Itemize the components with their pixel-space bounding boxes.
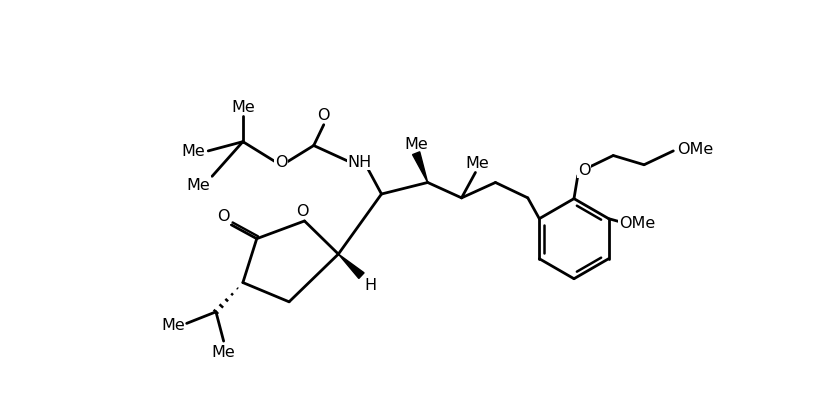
Text: Me: Me xyxy=(465,156,489,171)
Text: NH: NH xyxy=(348,155,372,170)
Text: Me: Me xyxy=(161,317,185,332)
Text: OMe: OMe xyxy=(676,142,713,157)
Text: O: O xyxy=(217,209,230,224)
Text: Me: Me xyxy=(212,345,236,360)
Text: H: H xyxy=(364,278,377,293)
Text: Me: Me xyxy=(404,136,428,151)
Text: Me: Me xyxy=(187,177,210,192)
Text: O: O xyxy=(578,162,590,177)
Text: OMe: OMe xyxy=(619,215,655,230)
Text: Me: Me xyxy=(182,144,206,159)
Polygon shape xyxy=(413,152,427,183)
Polygon shape xyxy=(339,254,364,279)
Text: O: O xyxy=(318,108,330,123)
Text: Me: Me xyxy=(231,100,255,115)
Text: O: O xyxy=(296,204,309,219)
Text: O: O xyxy=(275,155,288,170)
